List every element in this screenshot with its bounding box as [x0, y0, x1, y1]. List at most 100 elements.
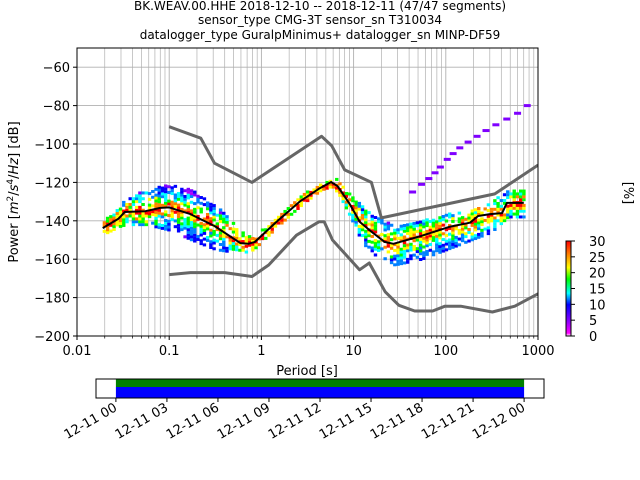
density-cell — [370, 214, 374, 218]
density-cell — [235, 233, 239, 237]
density-cell — [473, 214, 478, 218]
density-cell — [138, 200, 142, 204]
density-cell — [331, 185, 336, 189]
density-cell — [422, 254, 426, 258]
density-cell — [205, 204, 210, 208]
density-cell — [222, 214, 226, 218]
density-cell — [396, 257, 400, 261]
density-cell — [160, 226, 165, 230]
density-cell — [228, 244, 232, 248]
density-cell — [338, 193, 342, 197]
density-cell — [218, 214, 223, 218]
density-cell — [451, 231, 455, 235]
density-cell — [199, 201, 203, 205]
density-cell — [386, 250, 391, 254]
density-cell — [180, 225, 184, 229]
density-cell — [431, 250, 436, 254]
density-cell — [399, 250, 403, 254]
density-cell — [431, 171, 439, 175]
density-cell — [199, 210, 203, 214]
density-cell — [118, 219, 123, 223]
density-cell — [186, 202, 191, 206]
density-cell — [222, 237, 226, 241]
density-cell — [212, 204, 216, 208]
density-cell — [457, 231, 462, 235]
density-cell — [212, 229, 216, 233]
density-cell — [402, 224, 407, 228]
density-cell — [196, 223, 200, 227]
x-tick-label: 0.1 — [159, 344, 180, 359]
density-cell — [186, 190, 191, 194]
density-cell — [512, 189, 516, 193]
density-cell — [134, 197, 139, 201]
density-cell — [122, 203, 126, 207]
density-cell — [399, 227, 403, 231]
density-cell — [186, 207, 191, 211]
colorbar-label: [%] — [620, 182, 635, 205]
density-cell — [154, 219, 158, 223]
density-cell — [486, 226, 491, 230]
density-cell — [522, 189, 526, 193]
density-cell — [167, 190, 171, 194]
density-cell — [454, 227, 458, 231]
density-cell — [473, 219, 478, 223]
density-cell — [318, 183, 323, 187]
density-cell — [477, 227, 481, 231]
density-cell — [244, 244, 249, 248]
coverage-tick-label: 12-11 15 — [317, 400, 375, 442]
density-cell — [160, 189, 165, 193]
density-cell — [176, 212, 181, 216]
density-cell — [396, 248, 400, 252]
density-cell — [402, 249, 407, 253]
density-cell — [218, 208, 223, 212]
density-cell — [112, 222, 116, 226]
density-cell — [183, 200, 187, 204]
density-cell — [435, 237, 439, 241]
density-cell — [125, 214, 129, 218]
density-cell — [151, 221, 155, 225]
density-cell — [238, 237, 242, 241]
density-cell — [480, 217, 484, 221]
density-cell — [506, 204, 510, 208]
density-cell — [457, 243, 462, 247]
density-cell — [170, 217, 174, 221]
density-cell — [425, 235, 429, 239]
density-cell — [431, 236, 436, 240]
density-cell — [402, 226, 407, 230]
density-cell — [186, 222, 191, 226]
density-cell — [180, 213, 184, 217]
density-cell — [122, 223, 126, 227]
density-cell — [141, 197, 145, 201]
density-cell — [102, 221, 107, 225]
density-cell — [493, 199, 497, 203]
density-cell — [212, 241, 216, 245]
density-cell — [470, 215, 474, 219]
density-cell — [189, 238, 194, 242]
density-cell — [151, 204, 155, 208]
density-cell — [231, 230, 236, 234]
coverage-tick-label: 12-11 18 — [368, 400, 426, 442]
y-tick-label: −140 — [34, 215, 70, 230]
density-cell — [222, 220, 226, 224]
density-cell — [131, 220, 136, 224]
density-cell — [196, 237, 200, 241]
density-cell — [412, 227, 416, 231]
density-cell — [457, 211, 462, 215]
density-cell — [418, 240, 423, 244]
density-cell — [225, 218, 229, 222]
density-cell — [283, 218, 287, 222]
density-cell — [134, 208, 139, 212]
density-cell — [480, 220, 484, 224]
density-cell — [470, 235, 474, 239]
density-cell — [477, 218, 481, 222]
density-cell — [402, 244, 407, 248]
density-cell — [141, 211, 145, 215]
density-cell — [138, 220, 142, 224]
density-cell — [509, 215, 513, 219]
density-cell — [193, 210, 197, 214]
density-cell — [435, 234, 439, 238]
density-cell — [370, 220, 374, 224]
density-cell — [164, 187, 168, 191]
density-cell — [218, 234, 223, 238]
density-cell — [309, 190, 313, 194]
